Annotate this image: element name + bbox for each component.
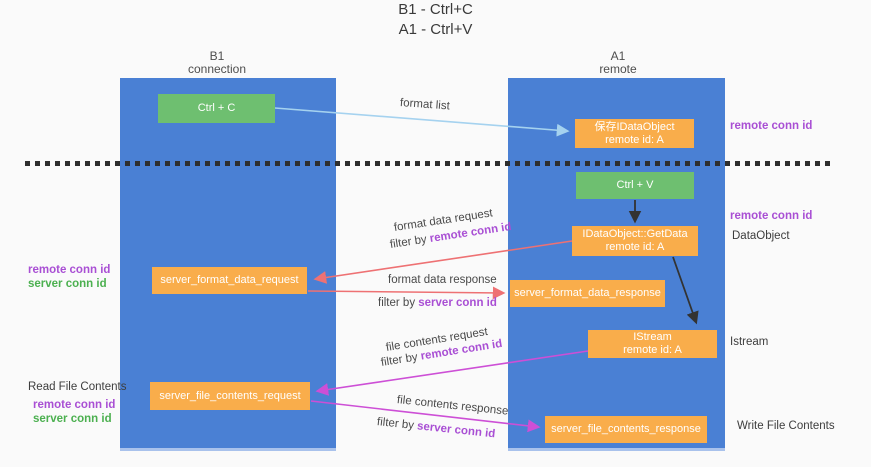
istream-line1: IStream xyxy=(633,331,672,343)
format-list-label: format list xyxy=(399,97,451,113)
server-format-data-request-box: server_format_data_request xyxy=(152,267,307,294)
column-a1-subtitle: remote xyxy=(599,62,637,76)
save-idataobject-line2: remote id: A xyxy=(605,133,664,146)
filter-key-server-conn-id: server conn id xyxy=(418,297,497,309)
write-file-contents-label: Write File Contents xyxy=(737,420,835,432)
getdata-line1: IDataObject::GetData xyxy=(582,228,688,240)
column-b1-name: B1 xyxy=(209,49,225,63)
dashed-separator xyxy=(25,161,831,166)
title-line-2: A1 - Ctrl+V xyxy=(398,21,473,38)
server-format-data-response-label: server_format_data_response xyxy=(514,287,661,299)
remote-conn-id-label-dataobject: remote conn id xyxy=(730,210,813,222)
istream-side-label: Istream xyxy=(730,336,769,348)
file-contents-response-label: file contents response xyxy=(396,394,509,418)
save-idataobject-box: 保存IDataObject remote id: A xyxy=(575,119,694,148)
dataobject-label: DataObject xyxy=(732,230,790,242)
getdata-line2: remote id: A xyxy=(605,241,665,253)
idataobject-getdata-box: IDataObject::GetData remote id: A xyxy=(572,226,698,256)
format-data-response-label: format data response xyxy=(388,274,497,286)
remote-conn-id-label-top: remote conn id xyxy=(730,120,813,132)
server-file-contents-response-box: server_file_contents_response xyxy=(545,416,707,443)
remote-conn-id-label-left2: remote conn id xyxy=(33,399,116,411)
diagram-title: B1 - Ctrl+C A1 - Ctrl+V xyxy=(0,0,871,40)
filter-prefix: filter by xyxy=(376,416,418,433)
server-format-data-request-label: server_format_data_request xyxy=(160,274,299,286)
remote-conn-id-label-left1: remote conn id xyxy=(28,264,111,276)
ctrl-v-label: Ctrl + V xyxy=(616,179,654,191)
read-file-contents-label: Read File Contents xyxy=(28,381,127,393)
ctrl-c-box: Ctrl + C xyxy=(158,94,275,123)
server-conn-id-label-left2: server conn id xyxy=(33,413,112,425)
ctrl-c-label: Ctrl + C xyxy=(197,102,236,114)
ctrl-v-box: Ctrl + V xyxy=(576,172,694,199)
istream-box: IStream remote id: A xyxy=(588,330,717,358)
server-conn-id-label-left1: server conn id xyxy=(28,278,107,290)
format-data-response-arrow xyxy=(307,286,506,300)
filter-key-server-conn-id: server conn id xyxy=(416,420,496,441)
file-contents-response-filter-label: filter by server conn id xyxy=(376,416,495,440)
server-file-contents-request-box: server_file_contents_request xyxy=(150,382,310,410)
title-line-1: B1 - Ctrl+C xyxy=(398,1,473,18)
column-b1-subtitle: connection xyxy=(187,62,247,76)
filter-prefix: filter by xyxy=(378,297,419,309)
save-idataobject-line1: 保存IDataObject xyxy=(594,120,675,133)
format-data-response-filter-label: filter by server conn id xyxy=(378,297,497,309)
column-header-a1: A1 remote xyxy=(558,50,678,76)
filter-prefix: filter by xyxy=(389,233,431,251)
server-file-contents-request-label: server_file_contents_request xyxy=(159,389,301,402)
column-a1-name: A1 xyxy=(610,49,626,63)
istream-line2: remote id: A xyxy=(623,344,682,356)
server-file-contents-response-label: server_file_contents_response xyxy=(551,423,701,435)
server-format-data-response-box: server_format_data_response xyxy=(510,280,665,307)
column-header-b1: B1 connection xyxy=(157,50,277,76)
